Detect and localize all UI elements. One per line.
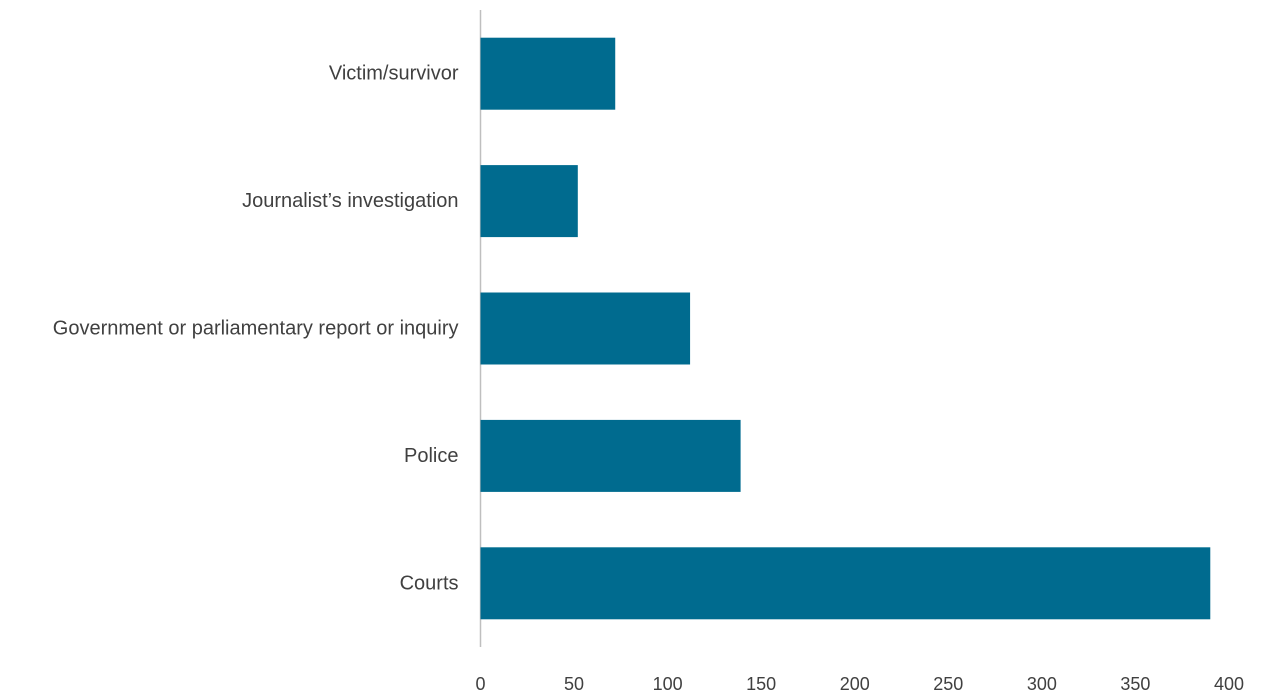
x-tick-label-8: 400 bbox=[1214, 674, 1244, 693]
category-label-0: Victim/survivor bbox=[329, 63, 459, 85]
bar-3 bbox=[480, 419, 741, 492]
bar-0 bbox=[480, 37, 616, 110]
bar-4 bbox=[480, 547, 1211, 620]
category-label-2: Government or parliamentary report or in… bbox=[53, 318, 459, 340]
bar-2 bbox=[480, 292, 691, 365]
x-tick-label-6: 300 bbox=[1027, 674, 1057, 693]
x-tick-labels: 0 50 100 150 200 250 300 350 400 bbox=[475, 674, 1244, 694]
category-labels: Victim/survivor Journalist’s investigatio… bbox=[53, 63, 459, 595]
category-label-4: Courts bbox=[400, 572, 459, 594]
x-tick-label-4: 200 bbox=[840, 674, 870, 693]
x-tick-label-0: 0 bbox=[475, 674, 485, 693]
bar-1 bbox=[480, 165, 578, 238]
x-tick-label-1: 50 bbox=[564, 674, 584, 693]
x-tick-label-5: 250 bbox=[933, 674, 963, 693]
bars-group bbox=[480, 37, 1211, 620]
x-tick-label-3: 150 bbox=[746, 674, 776, 693]
category-label-3: Police bbox=[404, 445, 458, 467]
category-label-1: Journalist’s investigation bbox=[242, 190, 458, 212]
x-tick-label-7: 350 bbox=[1120, 674, 1150, 693]
x-tick-label-2: 100 bbox=[653, 674, 683, 693]
